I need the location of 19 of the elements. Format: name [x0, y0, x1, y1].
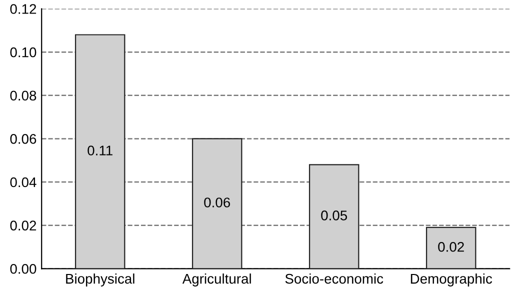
data-label: 0.05: [321, 210, 348, 220]
bar: [426, 226, 476, 269]
x-tick-label: Agricultural: [182, 274, 251, 286]
data-label: 0.06: [204, 198, 230, 208]
y-tick-label: 0.10: [10, 47, 36, 58]
y-tick-label: 0.02: [10, 220, 36, 230]
x-tick-label: Socio-economic: [285, 274, 384, 284]
x-tick-label: Demographic: [410, 274, 492, 286]
x-tick-label: Biophysical: [66, 274, 134, 286]
bar: [308, 164, 360, 269]
bar: [74, 34, 126, 269]
y-tick-label: 0.00: [10, 264, 36, 274]
bar: [192, 138, 242, 269]
data-label: 0.11: [88, 146, 112, 156]
data-label: 0.02: [438, 242, 464, 252]
y-tick-label: 0.12: [10, 4, 36, 14]
y-tick-label: 0.06: [10, 134, 36, 144]
y-tick-label: 0.04: [10, 177, 36, 188]
y-tick-label: 0.08: [10, 90, 36, 101]
